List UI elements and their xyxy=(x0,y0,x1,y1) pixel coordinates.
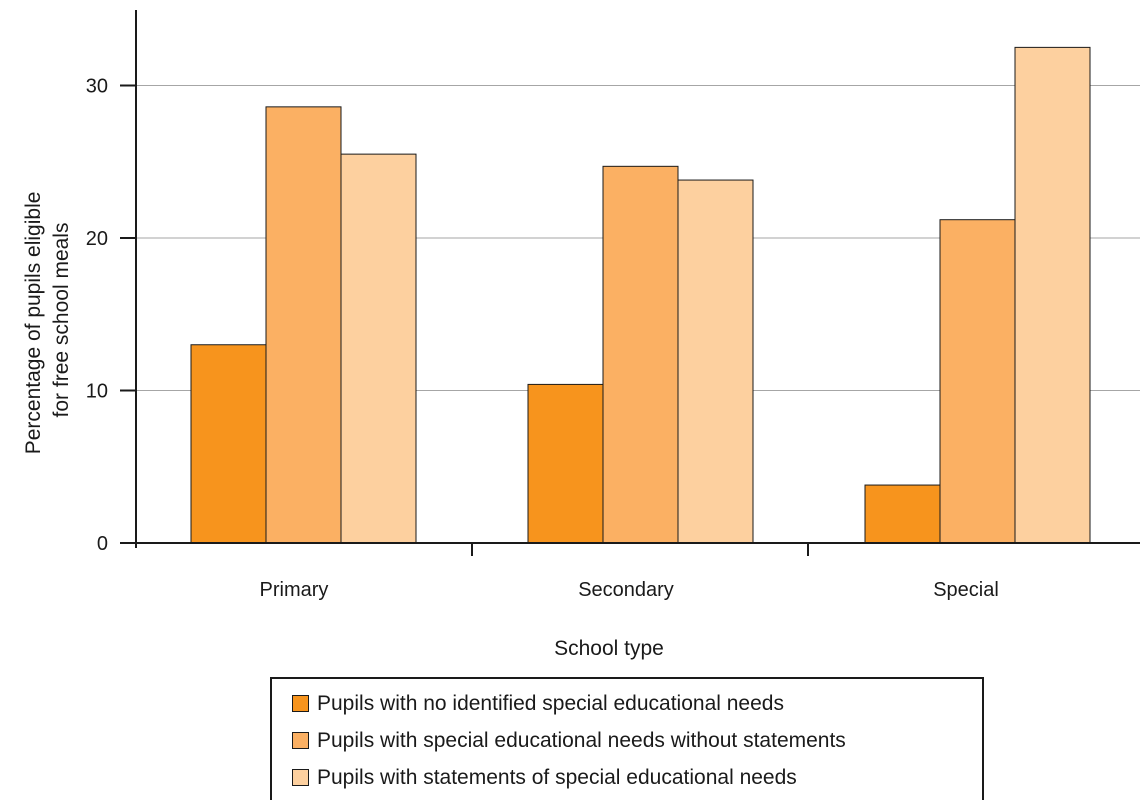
legend: Pupils with no identified special educat… xyxy=(270,677,984,800)
x-tick-label: Special xyxy=(933,579,999,601)
bar-primary-series-3 xyxy=(340,153,417,544)
x-tick-labels: Primary Secondary Special xyxy=(260,579,999,601)
y-axis-title-line-2: for free school meals xyxy=(50,223,73,418)
x-tick-label: Primary xyxy=(260,579,329,601)
x-tick-label: Secondary xyxy=(578,579,674,601)
bar-primary-series-2 xyxy=(265,106,342,544)
y-tick-label: 10 xyxy=(86,381,108,403)
y-axis-title-line-1: Percentage of pupils eligible xyxy=(22,192,45,455)
legend-swatch xyxy=(292,769,309,786)
y-axis-title: Percentage of pupils eligible for free s… xyxy=(22,186,73,455)
legend-swatch xyxy=(292,695,309,712)
bar-primary-series-1 xyxy=(190,344,267,544)
legend-item: Pupils with statements of special educat… xyxy=(272,759,982,796)
x-axis-title: School type xyxy=(554,637,664,660)
legend-label: Pupils with no identified special educat… xyxy=(317,691,784,715)
bar-chart: 0 10 20 30 Primary Secondary Special School t… xyxy=(22,10,1140,660)
bar-secondary-series-1 xyxy=(527,383,604,544)
legend-label: Pupils with statements of special educat… xyxy=(317,765,797,789)
bar-special-series-1 xyxy=(864,484,941,544)
legend-item: Pupils with special educational needs wi… xyxy=(272,722,982,759)
y-tick-labels: 0 10 20 30 xyxy=(86,76,108,556)
legend-label: Pupils with special educational needs wi… xyxy=(317,728,846,752)
bar-special-series-3 xyxy=(1014,46,1091,544)
legend-swatch xyxy=(292,732,309,749)
bars xyxy=(190,46,1091,544)
y-tick-label: 0 xyxy=(97,533,108,555)
axes xyxy=(120,10,1140,556)
bar-special-series-2 xyxy=(939,219,1016,544)
y-tick-label: 30 xyxy=(86,76,108,98)
y-tick-label: 20 xyxy=(86,228,108,250)
bar-secondary-series-3 xyxy=(677,179,754,544)
legend-item: Pupils with no identified special educat… xyxy=(272,685,982,722)
bar-secondary-series-2 xyxy=(602,165,679,544)
